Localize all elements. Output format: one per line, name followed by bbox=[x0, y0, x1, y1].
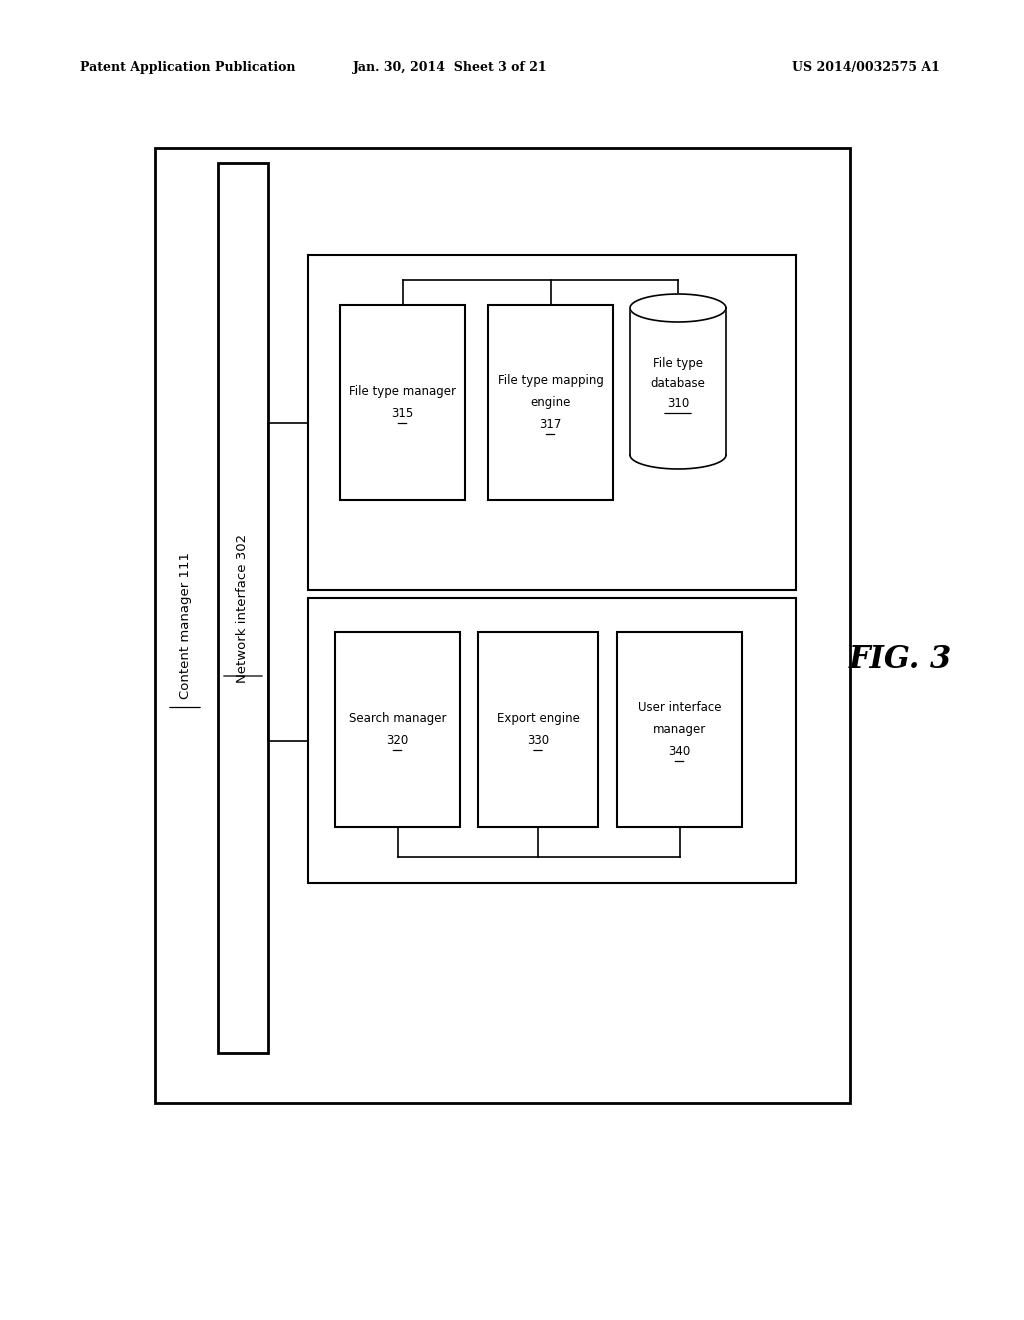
Bar bbox=[340, 305, 465, 500]
Text: 310: 310 bbox=[667, 397, 689, 411]
Text: 317: 317 bbox=[540, 418, 562, 432]
Text: 320: 320 bbox=[386, 734, 409, 747]
Bar bbox=[308, 255, 796, 590]
Text: Content manager 111: Content manager 111 bbox=[178, 552, 191, 700]
Bar bbox=[155, 148, 850, 1104]
Bar bbox=[308, 598, 796, 883]
Text: Export engine: Export engine bbox=[497, 711, 580, 725]
Text: Patent Application Publication: Patent Application Publication bbox=[80, 62, 296, 74]
Text: manager: manager bbox=[653, 723, 707, 737]
Text: File type: File type bbox=[653, 356, 703, 370]
Text: File type manager: File type manager bbox=[349, 385, 456, 399]
Bar bbox=[488, 305, 613, 500]
Text: User interface: User interface bbox=[638, 701, 721, 714]
Bar bbox=[617, 632, 742, 828]
Text: US 2014/0032575 A1: US 2014/0032575 A1 bbox=[793, 62, 940, 74]
Bar bbox=[335, 632, 460, 828]
Text: 330: 330 bbox=[527, 734, 549, 747]
Text: Search manager: Search manager bbox=[349, 711, 446, 725]
Text: FIG. 3: FIG. 3 bbox=[848, 644, 951, 676]
Text: database: database bbox=[650, 378, 706, 389]
Bar bbox=[478, 632, 598, 828]
Text: Jan. 30, 2014  Sheet 3 of 21: Jan. 30, 2014 Sheet 3 of 21 bbox=[352, 62, 547, 74]
Text: 315: 315 bbox=[391, 407, 414, 420]
Bar bbox=[218, 162, 268, 1053]
Bar bbox=[630, 308, 726, 455]
Polygon shape bbox=[630, 294, 726, 322]
Text: 340: 340 bbox=[669, 744, 690, 758]
Text: File type mapping: File type mapping bbox=[498, 374, 603, 387]
Text: engine: engine bbox=[530, 396, 570, 409]
Text: Network interface 302: Network interface 302 bbox=[237, 533, 250, 682]
